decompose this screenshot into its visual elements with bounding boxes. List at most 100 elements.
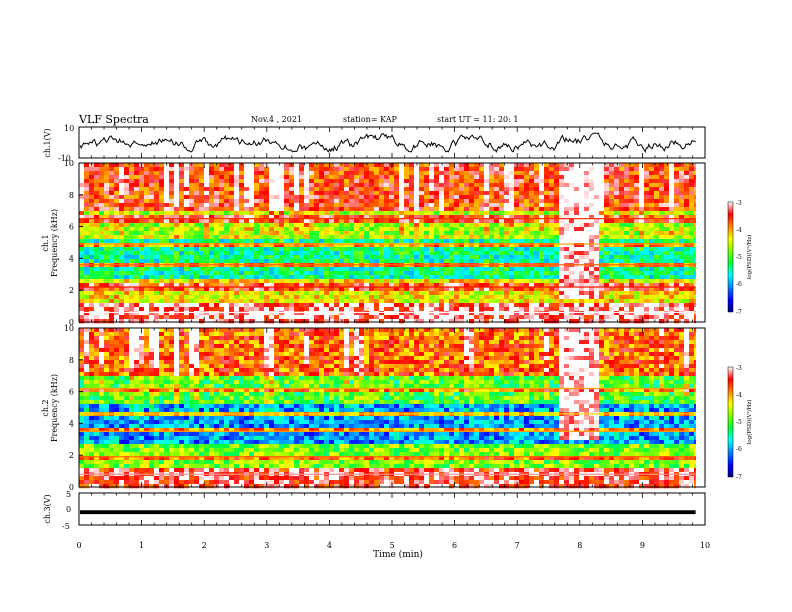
spec1-cell xyxy=(504,191,510,196)
spec1-cell xyxy=(409,319,415,324)
spec1-cell xyxy=(619,175,625,180)
spec1-cell xyxy=(124,211,130,216)
spec1-cell xyxy=(504,211,510,216)
spec1-cell xyxy=(424,255,430,260)
spec1-cell xyxy=(479,175,485,180)
spec1-cell xyxy=(254,271,260,276)
spec1-cell xyxy=(489,187,495,192)
spec1-cell xyxy=(139,227,145,232)
spec1-cell xyxy=(119,267,125,272)
spec1-cell xyxy=(324,239,330,244)
spec1-cell xyxy=(589,287,595,292)
spec1-cell xyxy=(579,279,585,284)
spec1-cell xyxy=(224,199,230,204)
spec1-cell xyxy=(459,287,465,292)
spec1-cell xyxy=(244,227,250,232)
spec1-cell xyxy=(189,167,195,172)
spec1-cell xyxy=(94,191,100,196)
spec1-cell xyxy=(154,175,160,180)
spec1-cell xyxy=(99,223,105,228)
spec1-cell xyxy=(619,315,625,320)
spec1-cell xyxy=(489,303,495,308)
spec1-cell xyxy=(379,191,385,196)
spec1-cell xyxy=(604,211,610,216)
spec1-cell xyxy=(439,295,445,300)
spec1-cell xyxy=(654,231,660,236)
spec1-cell xyxy=(509,279,515,284)
spec1-cell xyxy=(419,203,425,208)
spec1-cell xyxy=(289,223,295,228)
spec1-cell xyxy=(204,223,210,228)
spec1-cell xyxy=(139,187,145,192)
spec1-cell xyxy=(309,227,315,232)
spec1-cell xyxy=(504,231,510,236)
spec1-cell xyxy=(184,295,190,300)
spec1-cell xyxy=(169,267,175,272)
spec1-cell xyxy=(584,215,590,220)
spec1-cell xyxy=(444,187,450,192)
spec1-cell xyxy=(144,311,150,316)
spec1-cell xyxy=(144,223,150,228)
spec1-cell xyxy=(394,191,400,196)
spec1-cell xyxy=(149,283,155,288)
spec1-cell xyxy=(579,251,585,256)
spec1-cell xyxy=(124,259,130,264)
spec1-cell xyxy=(539,311,545,316)
spec1-cell xyxy=(544,171,550,176)
ch1-colorbar-tick-3: -5 xyxy=(736,254,742,261)
spec1-cell xyxy=(344,203,350,208)
spec1-cell xyxy=(464,207,470,212)
spec1-cell xyxy=(424,175,430,180)
spec1-cell xyxy=(624,219,630,224)
spec1-cell xyxy=(174,219,180,224)
spec1-cell xyxy=(174,171,180,176)
spec1-cell xyxy=(689,187,695,192)
spec1-cell xyxy=(169,311,175,316)
spec1-cell xyxy=(549,287,555,292)
spec1-cell xyxy=(469,279,475,284)
spec1-cell xyxy=(359,283,365,288)
spec1-cell xyxy=(299,207,305,212)
spec1-cell xyxy=(369,199,375,204)
spec1-cell xyxy=(299,171,305,176)
spec1-cell xyxy=(354,275,360,280)
spec1-cell xyxy=(309,271,315,276)
spec1-cell xyxy=(359,219,365,224)
spec1-cell xyxy=(369,211,375,216)
spec1-cell xyxy=(514,299,520,304)
spec1-cell xyxy=(99,287,105,292)
spec1-cell xyxy=(579,167,585,172)
spec1-cell xyxy=(389,275,395,280)
spec1-cell xyxy=(129,243,135,248)
spec1-cell xyxy=(524,255,530,260)
spec1-cell xyxy=(89,243,95,248)
spec1-cell xyxy=(534,183,540,188)
spec1-cell xyxy=(364,275,370,280)
spec1-cell xyxy=(459,311,465,316)
spec1-cell xyxy=(234,175,240,180)
spec1-cell xyxy=(619,215,625,220)
spec1-cell xyxy=(119,295,125,300)
spec1-cell xyxy=(309,299,315,304)
spec1-cell xyxy=(114,311,120,316)
spec1-cell xyxy=(209,315,215,320)
spec1-cell xyxy=(234,231,240,236)
spec1-cell xyxy=(489,239,495,244)
spec1-cell xyxy=(309,187,315,192)
spec1-cell xyxy=(359,199,365,204)
spec1-cell xyxy=(559,207,565,212)
spec1-cell xyxy=(554,275,560,280)
spec1-cell xyxy=(374,311,380,316)
spec1-cell xyxy=(294,195,300,200)
spec1-cell xyxy=(554,175,560,180)
spec1-cell xyxy=(524,223,530,228)
spec1-cell xyxy=(499,259,505,264)
spec1-cell xyxy=(409,163,415,168)
spec1-cell xyxy=(329,199,335,204)
spec1-cell xyxy=(659,279,665,284)
spec1-cell xyxy=(599,163,605,168)
spec1-cell xyxy=(649,243,655,248)
spec1-cell xyxy=(259,203,265,208)
spec1-cell xyxy=(94,187,100,192)
spec1-cell xyxy=(514,183,520,188)
